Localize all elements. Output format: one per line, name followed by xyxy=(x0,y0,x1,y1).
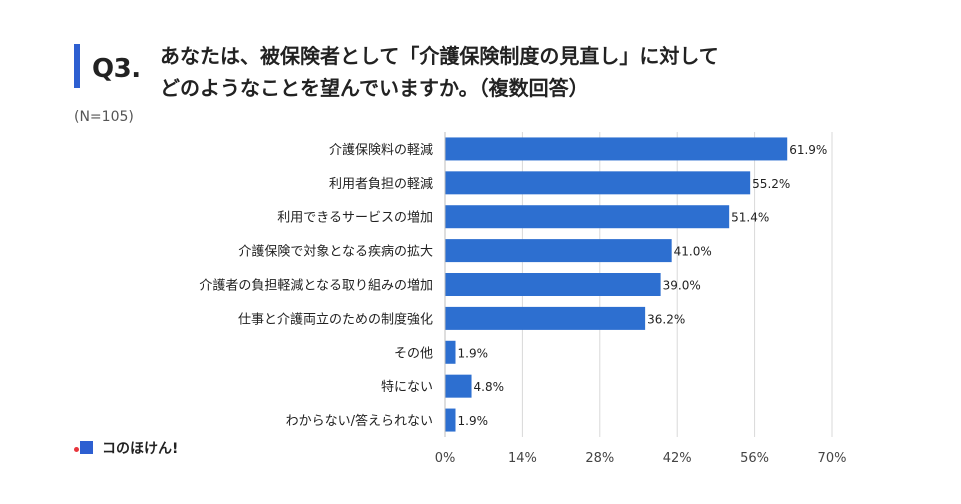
sample-size: (N=105) xyxy=(74,109,134,125)
title-accent-bar xyxy=(74,44,80,88)
data-label: 55.2% xyxy=(752,177,790,191)
logo-text: コのほけん! xyxy=(102,441,179,457)
data-label: 1.9% xyxy=(458,346,489,360)
bar xyxy=(445,239,672,263)
bar xyxy=(445,137,788,161)
category-label: 介護保険料の軽減 xyxy=(329,142,433,158)
x-tick-label: 42% xyxy=(663,451,692,466)
x-tick-label: 0% xyxy=(435,451,456,466)
category-label: 仕事と介護両立のための制度強化 xyxy=(238,311,433,327)
category-label: 利用できるサービスの増加 xyxy=(277,211,433,226)
question-number: Q3. xyxy=(92,54,141,84)
konohoken-logo-icon xyxy=(74,439,96,457)
data-label: 36.2% xyxy=(647,312,685,326)
brand-logo: コのほけん! xyxy=(74,438,178,458)
bar xyxy=(445,340,456,364)
data-label: 41.0% xyxy=(674,245,712,259)
data-label: 1.9% xyxy=(458,414,489,428)
category-label: その他 xyxy=(394,346,433,361)
category-label: わからない/答えられない xyxy=(286,413,433,429)
bar xyxy=(445,374,472,398)
x-tick-label: 70% xyxy=(818,451,847,466)
bar xyxy=(445,171,751,195)
bar xyxy=(445,408,456,432)
bar xyxy=(445,306,646,330)
bar xyxy=(445,205,730,229)
x-tick-label: 28% xyxy=(585,451,614,466)
data-label: 39.0% xyxy=(663,279,701,293)
question-title-line2: どのようなことを望んでいますか。（複数回答） xyxy=(160,76,589,100)
data-label: 4.8% xyxy=(474,380,505,394)
x-tick-label: 14% xyxy=(508,451,537,466)
x-tick-label: 56% xyxy=(740,451,769,466)
category-label: 介護保険で対象となる疾病の拡大 xyxy=(238,244,433,260)
question-title-line1: あなたは、被保険者として「介護保険制度の見直し」に対して xyxy=(160,44,719,68)
bar xyxy=(445,273,661,296)
data-label: 61.9% xyxy=(789,143,827,157)
category-label: 介護者の負担軽減となる取り組みの増加 xyxy=(199,278,433,294)
data-label: 51.4% xyxy=(731,211,769,225)
category-label: 利用者負担の軽減 xyxy=(329,176,433,192)
category-label: 特にない xyxy=(381,380,433,395)
